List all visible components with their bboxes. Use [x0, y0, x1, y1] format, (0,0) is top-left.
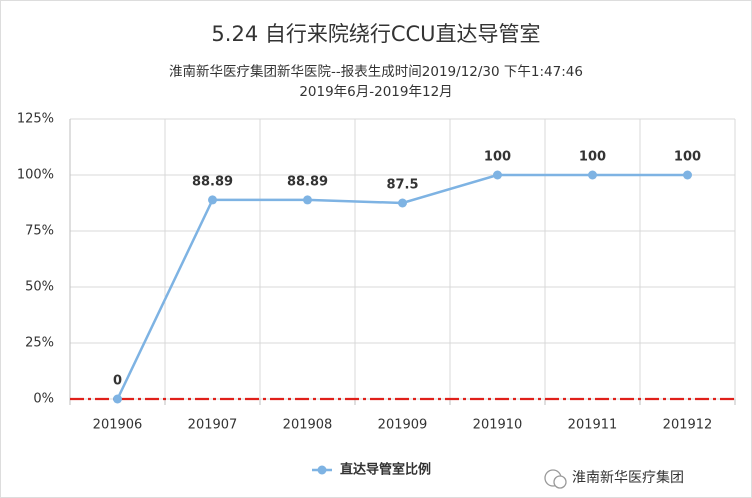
x-tick-label: 201910: [473, 418, 523, 433]
y-tick-label: 50%: [25, 280, 54, 295]
y-tick-label: 125%: [17, 112, 54, 127]
data-label: 100: [579, 150, 606, 165]
x-tick-label: 201906: [93, 418, 143, 433]
x-tick-label: 201908: [283, 418, 333, 433]
y-tick-label: 25%: [25, 336, 54, 351]
data-point: [493, 170, 502, 180]
data-label: 88.89: [192, 174, 233, 189]
data-label: 0: [113, 374, 122, 389]
x-tick-label: 201911: [568, 418, 618, 433]
y-tick-label: 100%: [17, 168, 54, 183]
x-tick-label: 201909: [378, 418, 428, 433]
subtitle: 2019年6月-2019年12月: [299, 84, 452, 100]
y-tick-label: 0%: [33, 392, 54, 407]
legend-marker: [317, 465, 327, 475]
legend-label: 直达导管室比例: [340, 462, 431, 478]
data-label: 87.5: [386, 178, 418, 193]
subtitle: 淮南新华医疗集团新华医院--报表生成时间2019/12/30 下午1:47:46: [169, 64, 583, 80]
x-tick-label: 201907: [188, 418, 238, 433]
data-label: 88.89: [287, 174, 328, 189]
data-point: [208, 195, 217, 205]
data-point: [683, 170, 692, 180]
data-point: [113, 394, 122, 404]
data-label: 100: [484, 150, 511, 165]
x-tick-label: 201912: [663, 418, 713, 433]
y-tick-label: 75%: [25, 224, 54, 239]
data-label: 100: [674, 150, 701, 165]
data-point: [398, 198, 407, 208]
data-point: [588, 170, 597, 180]
watermark: 淮南新华医疗集团: [572, 469, 684, 486]
watermark-icon: [544, 469, 567, 489]
chart-title: 5.24 自行来院绕行CCU直达导管室: [211, 22, 540, 46]
data-point: [303, 195, 312, 205]
